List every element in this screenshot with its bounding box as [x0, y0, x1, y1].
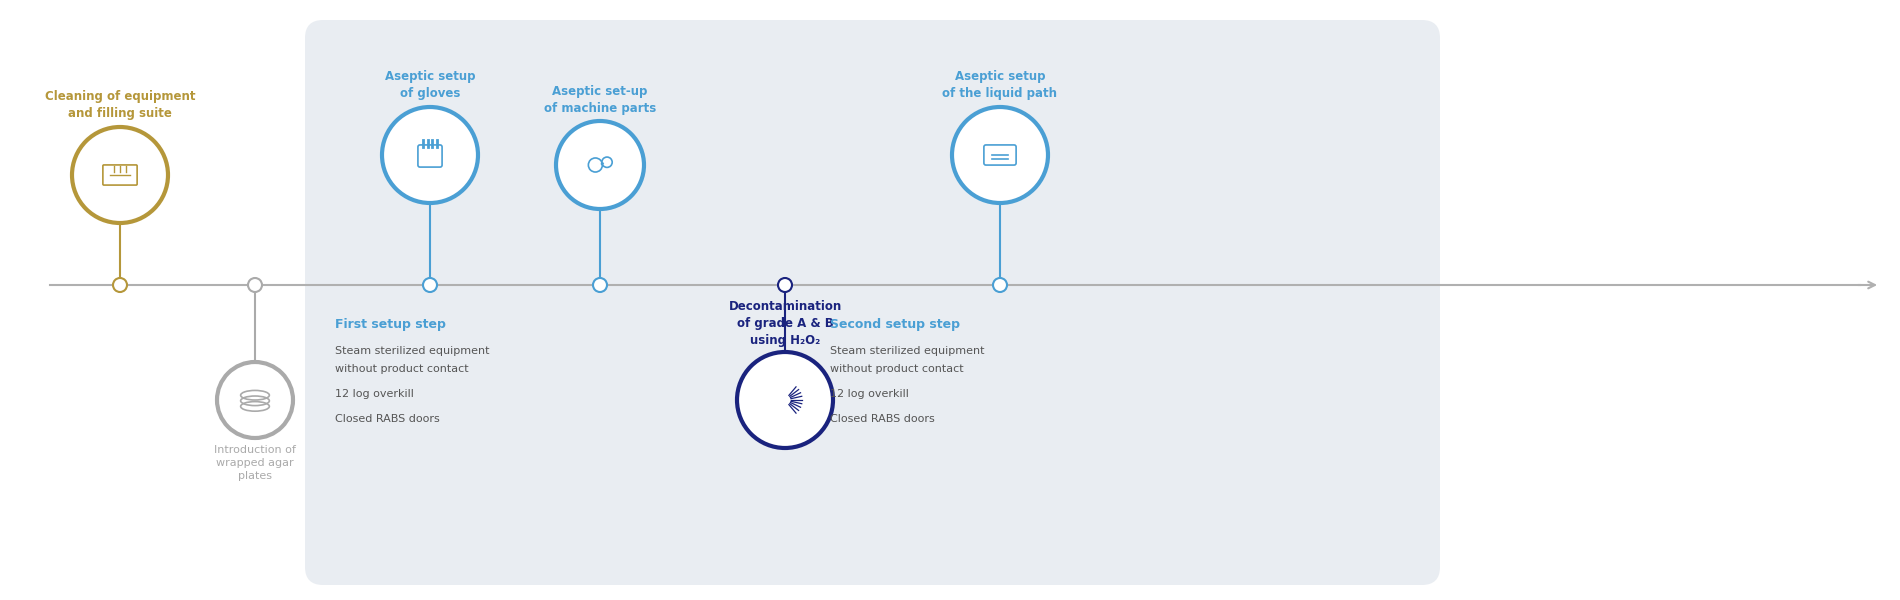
Text: Steam sterilized equipment: Steam sterilized equipment — [830, 346, 984, 356]
Text: without product contact: without product contact — [334, 364, 469, 374]
Circle shape — [249, 278, 262, 292]
Circle shape — [72, 127, 167, 223]
Text: 12 log overkill: 12 log overkill — [830, 389, 908, 399]
Text: First setup step: First setup step — [334, 318, 446, 331]
Text: 12 log overkill: 12 log overkill — [334, 389, 414, 399]
Circle shape — [952, 107, 1049, 203]
Text: without product contact: without product contact — [830, 364, 963, 374]
FancyBboxPatch shape — [306, 20, 944, 585]
Circle shape — [994, 278, 1007, 292]
Text: Cleaning of equipment
and filling suite: Cleaning of equipment and filling suite — [46, 90, 196, 120]
Text: Introduction of
wrapped agar
plates: Introduction of wrapped agar plates — [215, 445, 296, 481]
Circle shape — [217, 362, 293, 438]
Text: Aseptic set-up
of machine parts: Aseptic set-up of machine parts — [543, 85, 656, 115]
Text: Closed RABS doors: Closed RABS doors — [334, 415, 439, 424]
Circle shape — [593, 278, 606, 292]
FancyBboxPatch shape — [800, 20, 1440, 585]
Circle shape — [557, 121, 644, 209]
Text: Closed RABS doors: Closed RABS doors — [830, 415, 935, 424]
Text: Aseptic setup
of gloves: Aseptic setup of gloves — [384, 70, 475, 100]
Circle shape — [737, 352, 832, 448]
Circle shape — [777, 278, 792, 292]
Text: Steam sterilized equipment: Steam sterilized equipment — [334, 346, 490, 356]
Text: Decontamination
of grade A & B
using H₂O₂: Decontamination of grade A & B using H₂O… — [728, 300, 842, 347]
Text: Second setup step: Second setup step — [830, 318, 960, 331]
Text: Aseptic setup
of the liquid path: Aseptic setup of the liquid path — [942, 70, 1058, 100]
Circle shape — [382, 107, 479, 203]
Circle shape — [112, 278, 127, 292]
Circle shape — [424, 278, 437, 292]
